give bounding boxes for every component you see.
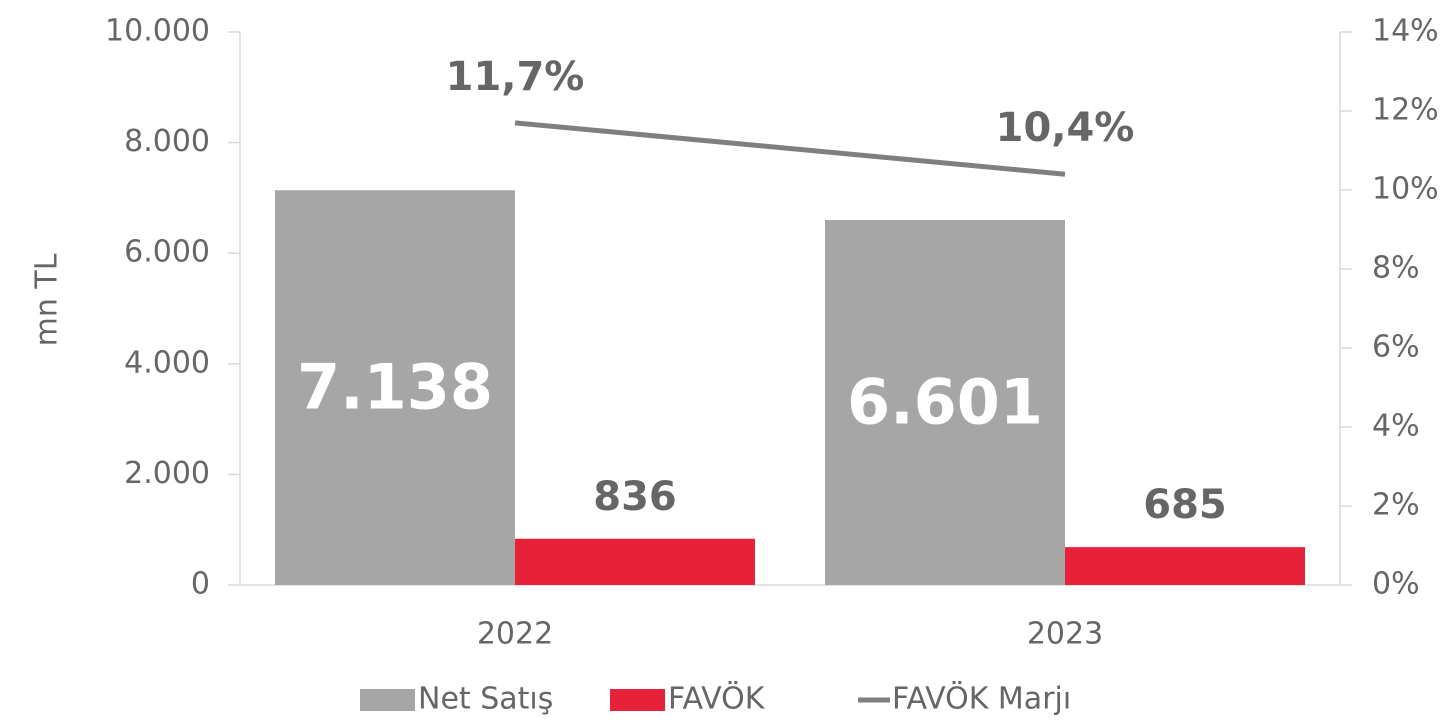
bar — [515, 538, 755, 585]
y-tick-label: 0 — [191, 567, 210, 602]
y2-tick-label: 10% — [1372, 172, 1439, 207]
bar-value-label: 6.601 — [847, 366, 1043, 439]
legend-label: Net Satış — [418, 682, 553, 717]
y2-tick-label: 12% — [1372, 93, 1439, 128]
legend-label: FAVÖK — [668, 681, 766, 717]
bar — [275, 190, 515, 585]
y2-tick-label: 6% — [1372, 330, 1420, 365]
y2-tick-label: 4% — [1372, 409, 1420, 444]
bar-value-label: 685 — [1143, 482, 1227, 528]
y2-tick-label: 8% — [1372, 251, 1420, 286]
y2-tick-label: 0% — [1372, 567, 1420, 602]
bar-value-label: 7.138 — [297, 351, 493, 424]
legend-swatch — [360, 689, 415, 711]
y2-tick-label: 2% — [1372, 488, 1420, 523]
bar-value-label: 836 — [593, 474, 677, 520]
y-tick-label: 2.000 — [124, 456, 210, 491]
x-tick-label: 2023 — [1027, 617, 1103, 652]
legend-label: FAVÖK Marjı — [892, 681, 1071, 717]
bar — [1065, 547, 1305, 585]
y-tick-label: 6.000 — [124, 235, 210, 270]
bar — [825, 219, 1065, 585]
y-tick-label: 10.000 — [105, 14, 210, 49]
line-value-label: 10,4% — [996, 105, 1135, 151]
line — [514, 120, 1066, 177]
y-tick-label: 4.000 — [124, 345, 210, 380]
y-axis-label: mn TL — [30, 253, 65, 346]
x-tick-label: 2022 — [477, 617, 553, 652]
y2-tick-label: 14% — [1372, 14, 1439, 49]
line-value-label: 11,7% — [446, 54, 585, 100]
legend-swatch — [610, 689, 665, 711]
y-tick-label: 8.000 — [124, 124, 210, 159]
